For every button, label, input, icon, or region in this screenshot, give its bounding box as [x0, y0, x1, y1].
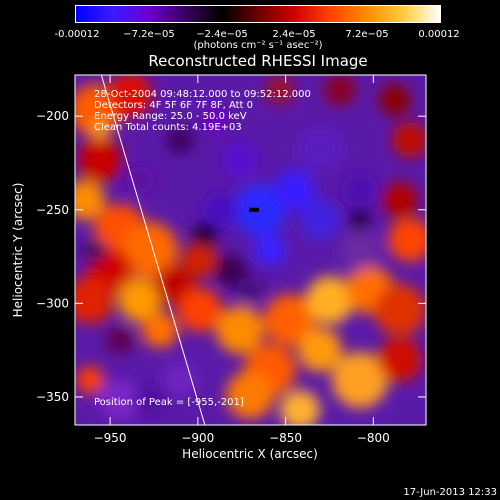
y-tick-label: −200	[36, 109, 69, 123]
colorbar-tick: −2.4e−05	[196, 29, 248, 40]
colorbar-units: (photons cm⁻² s⁻¹ asec⁻²)	[193, 40, 323, 51]
x-tick-label: −900	[181, 431, 214, 445]
colorbar-gradient	[76, 6, 440, 22]
colorbar-tick: −7.2e−05	[123, 29, 175, 40]
y-tick-label: −300	[36, 296, 69, 310]
info-detectors: Detectors: 4F 5F 6F 7F 8F, Att 0	[94, 100, 254, 111]
info-energy-range: Energy Range: 25.0 - 50.0 keV	[94, 111, 247, 122]
x-tick-label: −850	[269, 431, 302, 445]
info-counts: Clean Total counts: 4.19E+03	[94, 122, 242, 133]
colorbar-tick: 0.00012	[418, 29, 460, 40]
timestamp-footer: 17-Jun-2013 12:33	[403, 487, 497, 498]
x-tick-label: −950	[94, 431, 127, 445]
chart-title: Reconstructed RHESSI Image	[148, 52, 368, 70]
y-tick-label: −350	[36, 390, 69, 404]
colorbar-tick: 7.2e−05	[345, 29, 389, 40]
y-tick-label: −250	[36, 203, 69, 217]
x-tick-label: −800	[357, 431, 390, 445]
peak-marker	[249, 207, 260, 212]
x-axis: −950 −900 −850 −800	[94, 75, 390, 445]
colorbar	[75, 5, 441, 23]
peak-position-label: Position of Peak = [-955,-201]	[94, 397, 244, 408]
plot-frame	[74, 74, 427, 426]
colorbar-tick: -0.00012	[54, 29, 100, 40]
y-axis: −200 −250 −300 −350	[36, 109, 426, 404]
x-axis-label: Heliocentric X (arcsec)	[182, 447, 318, 461]
heatmap-image	[75, 75, 426, 425]
y-axis-label: Heliocentric Y (arcsec)	[11, 183, 25, 318]
solar-limb-line	[100, 75, 206, 425]
colorbar-tick: 2.4e−05	[272, 29, 316, 40]
info-time-range: 28-Oct-2004 09:48:12.000 to 09:52:12.000	[94, 89, 311, 100]
